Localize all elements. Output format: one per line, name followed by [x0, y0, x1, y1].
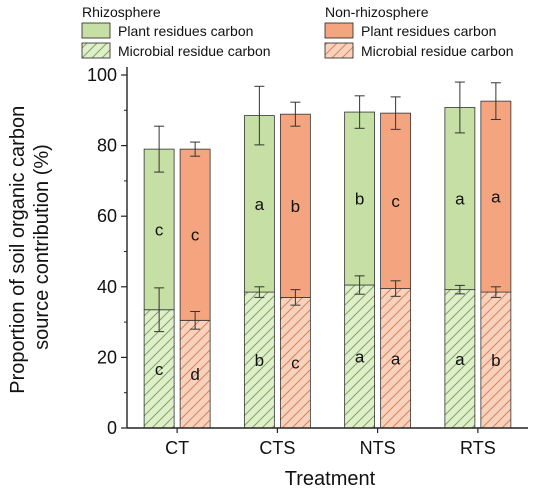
bar-plant-rhizo-ct	[143, 148, 175, 311]
legend-label-rhizo-micro: Microbial residue carbon	[118, 43, 271, 59]
legend-label-nonrhizo-plant: Plant residues carbon	[361, 23, 496, 39]
letter-plant-rhizo-rts: a	[455, 190, 465, 209]
letter-plant-rhizo-ct: c	[155, 220, 164, 239]
y-axis-title: Proportion of soil organic carbon source…	[7, 100, 53, 394]
letter-micro-rhizo-ct: c	[155, 360, 164, 379]
legend: Rhizosphere Plant residues carbon Microb…	[81, 4, 514, 59]
err-micro-nonrhizo-cts	[290, 289, 301, 306]
letter-plant-rhizo-cts: a	[255, 195, 265, 214]
legend-title-rhizosphere: Rhizosphere	[82, 4, 161, 20]
legend-title-non-rhizosphere: Non-rhizosphere	[325, 4, 429, 20]
bar-plant-nonrhizo-nts	[380, 112, 412, 289]
letter-micro-nonrhizo-nts: a	[391, 349, 401, 368]
letter-micro-nonrhizo-rts: b	[491, 351, 500, 370]
bar-micro-nonrhizo-rts	[480, 291, 512, 429]
err-micro-nonrhizo-ct	[190, 311, 201, 330]
bars: c c d c b a c b a b a c a a b a	[143, 81, 512, 429]
legend-swatch-rhizo-plant	[81, 22, 111, 39]
bar-micro-nonrhizo-nts	[380, 288, 412, 429]
err-plant-nonrhizo-rts	[490, 82, 501, 120]
bar-plant-rhizo-nts	[344, 111, 376, 286]
legend-label-rhizo-plant: Plant residues carbon	[118, 23, 253, 39]
err-plant-rhizo-cts	[254, 85, 265, 146]
err-micro-rhizo-cts	[254, 286, 265, 298]
err-plant-nonrhizo-nts	[390, 96, 401, 130]
letter-micro-nonrhizo-cts: c	[291, 354, 300, 373]
err-micro-rhizo-rts	[454, 284, 465, 295]
bar-micro-nonrhizo-ct	[179, 319, 211, 429]
err-plant-nonrhizo-cts	[290, 101, 301, 127]
legend-swatch-nonrhizo-micro	[324, 42, 354, 59]
y-tick-label-60: 60	[97, 206, 117, 226]
err-micro-nonrhizo-nts	[390, 280, 401, 297]
err-micro-rhizo-nts	[354, 275, 365, 295]
err-plant-rhizo-ct	[154, 125, 165, 173]
letter-micro-rhizo-cts: b	[255, 351, 264, 370]
y-axis-title-line-1: Proportion of soil organic carbon	[7, 106, 29, 394]
letter-micro-rhizo-rts: a	[455, 350, 465, 369]
x-tick-label-ct: CT	[165, 438, 189, 458]
legend-swatch-nonrhizo-plant	[324, 22, 354, 39]
axes: CT CTS NTS RTS 0 20 40 60 80 100	[87, 65, 528, 458]
letter-micro-nonrhizo-ct: d	[190, 365, 199, 384]
legend-label-nonrhizo-micro: Microbial residue carbon	[361, 43, 514, 59]
x-tick-label-cts: CTS	[259, 438, 295, 458]
y-tick-label-80: 80	[97, 136, 117, 156]
letter-plant-nonrhizo-nts: c	[391, 192, 400, 211]
err-micro-rhizo-ct	[154, 287, 165, 333]
x-tick-label-rts: RTS	[460, 438, 496, 458]
letter-plant-nonrhizo-ct: c	[191, 226, 200, 245]
err-micro-nonrhizo-rts	[490, 286, 501, 298]
err-plant-nonrhizo-ct	[190, 141, 201, 157]
bar-plant-nonrhizo-cts	[279, 113, 311, 298]
bar-micro-rhizo-nts	[344, 284, 376, 429]
y-axis-title-line-2: source contribution (%)	[31, 144, 53, 350]
bar-plant-rhizo-rts	[444, 107, 476, 291]
letter-plant-nonrhizo-cts: b	[291, 197, 300, 216]
y-tick-label-100: 100	[87, 65, 117, 85]
y-tick-label-20: 20	[97, 347, 117, 367]
y-tick-label-0: 0	[107, 418, 117, 438]
legend-swatch-rhizo-micro	[81, 42, 111, 59]
letter-plant-nonrhizo-rts: a	[491, 188, 501, 207]
err-plant-rhizo-rts	[454, 81, 465, 134]
y-tick-label-40: 40	[97, 277, 117, 297]
letter-plant-rhizo-nts: b	[355, 190, 364, 209]
x-axis-title: Treatment	[285, 468, 376, 490]
bar-micro-nonrhizo-cts	[279, 296, 311, 429]
x-tick-label-nts: NTS	[360, 438, 396, 458]
err-plant-rhizo-nts	[354, 95, 365, 129]
letter-micro-rhizo-nts: a	[355, 348, 365, 367]
